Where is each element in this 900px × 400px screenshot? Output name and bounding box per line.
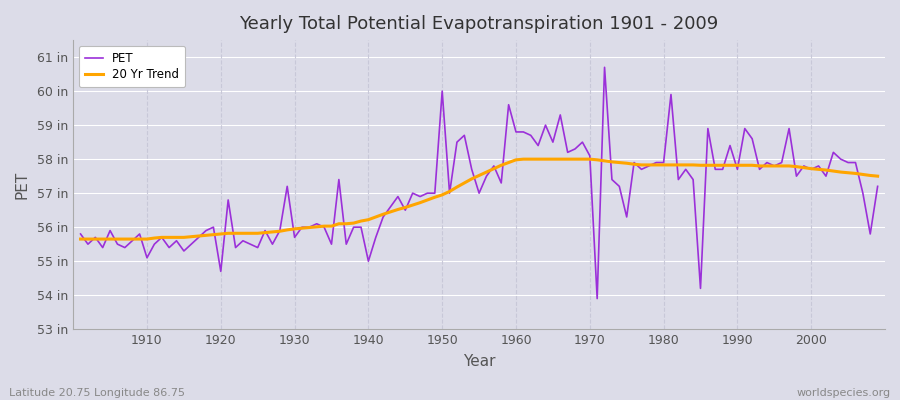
Text: worldspecies.org: worldspecies.org bbox=[796, 388, 891, 398]
20 Yr Trend bbox=[872, 174, 883, 178]
Text: Latitude 20.75 Longitude 86.75: Latitude 20.75 Longitude 86.75 bbox=[9, 388, 185, 398]
PET bbox=[503, 102, 514, 107]
Line: 20 Yr Trend: 20 Yr Trend bbox=[81, 159, 878, 239]
20 Yr Trend bbox=[510, 158, 521, 162]
PET bbox=[297, 225, 308, 230]
20 Yr Trend bbox=[134, 237, 145, 242]
PET bbox=[134, 232, 145, 236]
Line: PET: PET bbox=[81, 67, 878, 298]
20 Yr Trend bbox=[297, 226, 308, 230]
PET bbox=[76, 232, 86, 236]
PET bbox=[592, 296, 603, 301]
20 Yr Trend bbox=[607, 160, 617, 164]
PET bbox=[341, 242, 352, 246]
PET bbox=[614, 184, 625, 189]
PET bbox=[599, 65, 610, 70]
20 Yr Trend bbox=[76, 237, 86, 242]
Y-axis label: PET: PET bbox=[15, 170, 30, 199]
20 Yr Trend bbox=[518, 157, 529, 162]
X-axis label: Year: Year bbox=[463, 354, 495, 369]
20 Yr Trend bbox=[341, 221, 352, 226]
Legend: PET, 20 Yr Trend: PET, 20 Yr Trend bbox=[79, 46, 185, 87]
20 Yr Trend bbox=[503, 160, 514, 165]
PET bbox=[510, 130, 521, 134]
PET bbox=[872, 184, 883, 189]
Title: Yearly Total Potential Evapotranspiration 1901 - 2009: Yearly Total Potential Evapotranspiratio… bbox=[239, 15, 719, 33]
